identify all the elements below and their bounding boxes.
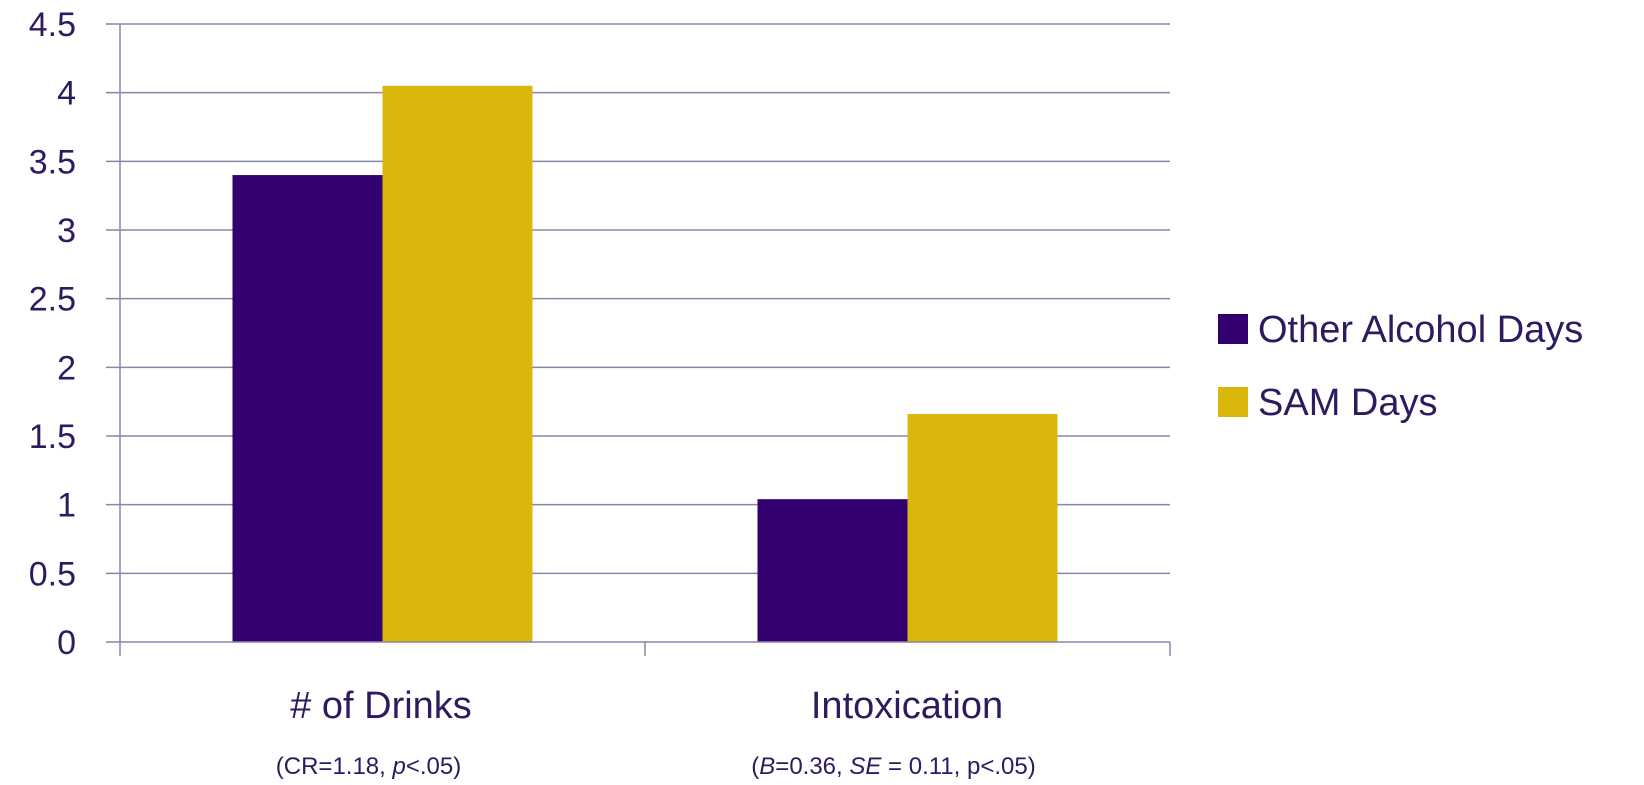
category-note-1: (B=0.36, SE = 0.11, p<.05) [751,753,1035,780]
bar-other-alcohol-days-1 [757,499,908,642]
category-label-intoxication: Intoxication [811,685,1003,727]
y-tick-label: 3 [57,212,76,250]
x-axis [106,24,1171,656]
y-tick-label: 2.5 [29,281,76,319]
bar-sam-days-0 [382,85,533,643]
bar-sam-days-1 [907,414,1058,642]
category-labels: # of Drinks Intoxication [290,685,1003,727]
y-tick-label: 2 [57,349,76,387]
legend: Other Alcohol Days SAM Days [1218,309,1583,424]
y-tick-label: 3.5 [29,143,76,181]
y-tick-label: 1.5 [29,418,76,456]
legend-swatch-sam-days [1218,387,1248,417]
legend-label-other-alcohol-days: Other Alcohol Days [1258,309,1583,351]
statistics-notes: (CR=1.18, p<.05) (B=0.36, SE = 0.11, p<.0… [276,753,1036,780]
y-tick-label: 4.5 [29,6,76,44]
category-note-0: (CR=1.18, p<.05) [276,753,461,780]
category-label-drinks: # of Drinks [290,685,472,727]
legend-label-sam-days: SAM Days [1258,382,1437,424]
bars [232,85,1058,643]
y-tick-label: 4 [57,75,76,113]
y-tick-label: 0 [57,624,76,662]
bar-other-alcohol-days-0 [232,175,383,643]
y-tick-label: 0.5 [29,555,76,593]
legend-swatch-other-alcohol-days [1218,314,1248,344]
y-tick-label: 1 [57,487,76,525]
y-axis-tick-labels: 0 0.5 1 1.5 2 2.5 3 3.5 4 4.5 [29,6,76,662]
